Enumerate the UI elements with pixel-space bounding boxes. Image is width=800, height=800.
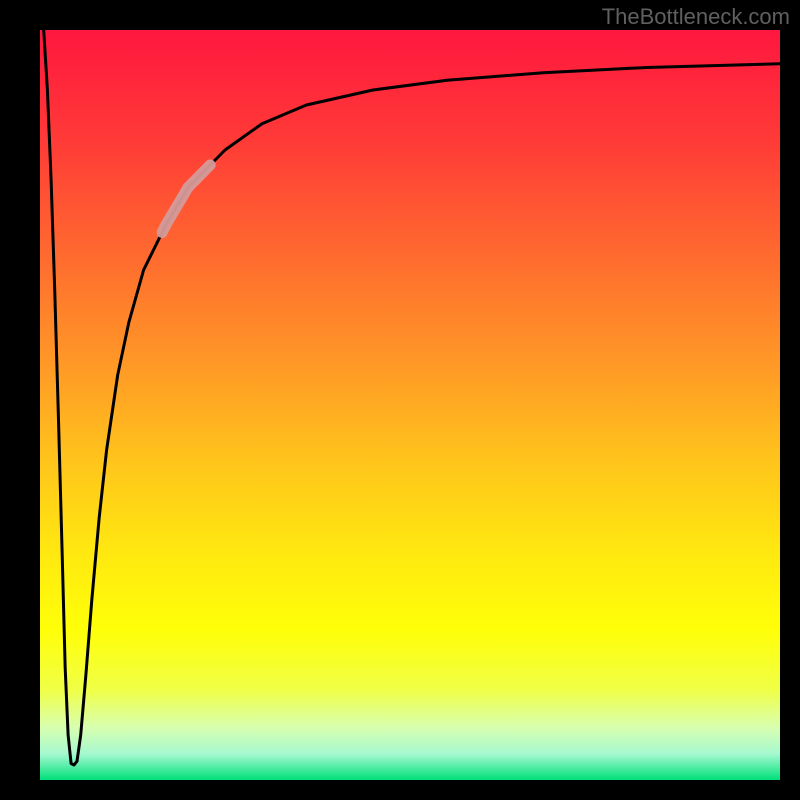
bottleneck-chart: TheBottleneck.com [0,0,800,800]
chart-svg [0,0,800,800]
watermark-text: TheBottleneck.com [602,4,790,30]
